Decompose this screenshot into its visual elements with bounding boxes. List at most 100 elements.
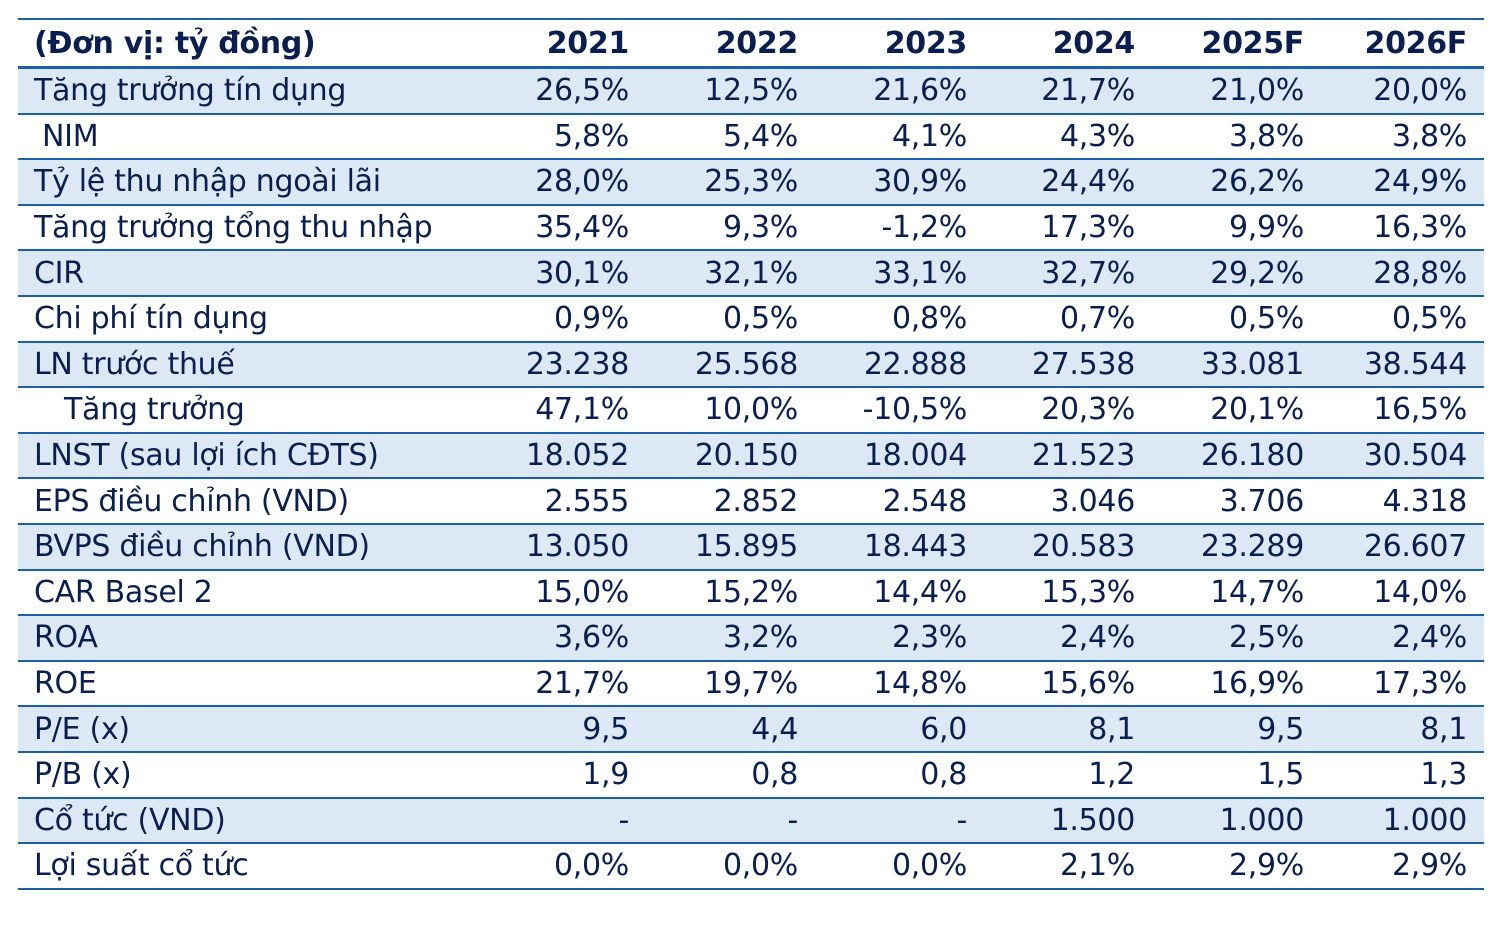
row-value: 29,2% (1210, 255, 1304, 291)
table-row: ROA 3,6% 3,2% 2,3% 2,4% 2,5% 2,4% (18, 616, 1484, 662)
table-row: LN trước thuế 23.238 25.568 22.888 27.538 33.… (18, 342, 1484, 389)
row-label: Chi phí tín dụng (34, 301, 268, 337)
row-value: 38.544 (1363, 346, 1467, 382)
row-value: 3,8% (1391, 118, 1467, 154)
row-value: 3.706 (1219, 483, 1305, 519)
row-label: LNST (sau lợi ích CĐTS) (34, 438, 379, 474)
row-value: 0,5% (722, 301, 798, 337)
row-value: 4,3% (1059, 118, 1135, 154)
row-value: 0,5% (1228, 301, 1304, 337)
row-value: 3,6% (553, 620, 629, 656)
row-value: 0,0% (722, 848, 798, 884)
row-value: - (787, 802, 798, 838)
row-value: 22.888 (863, 346, 967, 382)
row-value: 20.583 (1031, 529, 1135, 565)
row-value: 1,9 (582, 757, 629, 793)
row-label: BVPS điều chỉnh (VND) (34, 529, 370, 565)
row-value: 18.004 (863, 438, 967, 474)
row-value: 1.000 (1219, 802, 1305, 838)
row-value: 33,1% (873, 255, 967, 291)
row-value: 1.500 (1050, 802, 1136, 838)
row-value: 4,1% (891, 118, 967, 154)
row-label: Tăng trưởng tổng thu nhập (34, 210, 433, 246)
table-row: LNST (sau lợi ích CĐTS) 18.052 20.150 18.00… (18, 433, 1484, 480)
row-value: 26,2% (1210, 164, 1304, 200)
row-label: P/B (x) (34, 757, 132, 793)
row-value: 8,1 (1420, 711, 1467, 747)
row-value: 23.289 (1200, 529, 1304, 565)
row-value: 28,0% (535, 164, 629, 200)
row-value: -1,2% (881, 210, 967, 246)
financial-forecast-table: (Đơn vị: tỷ đồng) 2021 2022 2023 2024 20… (18, 18, 1484, 890)
row-value: 0,5% (1391, 301, 1467, 337)
table-row: EPS điều chỉnh (VND) 2.555 2.852 2.548 3.046… (18, 479, 1484, 525)
table-row: Tăng trưởng 47,1% 10,0% -10,5% 20,3% 20,1% 16,… (18, 388, 1484, 434)
row-label: CIR (34, 255, 84, 291)
row-value: 2,5% (1228, 620, 1304, 656)
row-value: 0,7% (1059, 301, 1135, 337)
row-value: - (956, 802, 967, 838)
row-label: CAR Basel 2 (34, 574, 213, 610)
table-header-row: (Đơn vị: tỷ đồng) 2021 2022 2023 2024 20… (18, 20, 1484, 69)
row-value: 1,3 (1420, 757, 1467, 793)
row-label: ROE (34, 666, 97, 702)
row-value: 13.050 (525, 529, 629, 565)
row-value: 2.548 (882, 483, 968, 519)
row-value: 4.318 (1382, 483, 1468, 519)
row-label: Cổ tức (VND) (34, 802, 226, 838)
row-value: 18.052 (525, 438, 629, 474)
row-value: 2,3% (891, 620, 967, 656)
row-value: 0,8 (920, 757, 967, 793)
row-value: 20,0% (1373, 73, 1467, 109)
row-value: 26,5% (535, 73, 629, 109)
row-value: 8,1 (1088, 711, 1135, 747)
row-value: 30.504 (1363, 438, 1467, 474)
table-row: Chi phí tín dụng 0,9% 0,5% 0,8% 0,7% 0,5% 0,5% (18, 297, 1484, 343)
table-row: NIM 5,8% 5,4% 4,1% 4,3% 3,8% 3,8% (18, 115, 1484, 161)
row-value: 2,9% (1391, 848, 1467, 884)
row-value: -10,5% (862, 392, 968, 428)
row-value: 23.238 (525, 346, 629, 382)
row-value: 2,9% (1228, 848, 1304, 884)
row-value: 14,0% (1373, 574, 1467, 610)
row-value: 9,5 (1257, 711, 1304, 747)
row-value: 32,1% (704, 255, 798, 291)
table-row: Cổ tức (VND) - - - 1.500 1.000 1.000 (18, 798, 1484, 845)
row-value: 9,9% (1228, 210, 1304, 246)
row-label: LN trước thuế (34, 346, 235, 382)
row-value: 2,4% (1391, 620, 1467, 656)
row-label: NIM (42, 118, 99, 154)
row-value: 14,8% (873, 666, 967, 702)
row-label: EPS điều chỉnh (VND) (34, 483, 349, 519)
table-row: Tỷ lệ thu nhập ngoài lãi 28,0% 25,3% 30,9% 2… (18, 160, 1484, 206)
table-row: Tăng trưởng tín dụng 26,5% 12,5% 21,6% 21,7%… (18, 69, 1484, 115)
row-value: 1.000 (1382, 802, 1468, 838)
row-value: 21,0% (1210, 73, 1304, 109)
row-value: 3.046 (1050, 483, 1136, 519)
row-value: 12,5% (704, 73, 798, 109)
row-value: 10,0% (704, 392, 798, 428)
row-value: 21,7% (535, 666, 629, 702)
row-value: 20.150 (694, 438, 798, 474)
row-value: 16,9% (1210, 666, 1304, 702)
row-value: 2.852 (713, 483, 799, 519)
row-value: 28,8% (1373, 255, 1467, 291)
row-value: 21,6% (873, 73, 967, 109)
row-value: 21,7% (1041, 73, 1135, 109)
year-header-2026f: 2026F (1364, 25, 1468, 61)
row-value: 20,3% (1041, 392, 1135, 428)
row-value: 25,3% (704, 164, 798, 200)
row-value: 19,7% (704, 666, 798, 702)
row-value: 1,2 (1088, 757, 1135, 793)
row-value: 3,2% (722, 620, 798, 656)
year-header-2021: 2021 (546, 25, 630, 61)
row-value: 47,1% (535, 392, 629, 428)
row-label: P/E (x) (34, 711, 130, 747)
row-value: 0,0% (891, 848, 967, 884)
row-value: 2,4% (1059, 620, 1135, 656)
row-value: 0,9% (553, 301, 629, 337)
row-value: 15,2% (704, 574, 798, 610)
row-value: 9,5 (582, 711, 629, 747)
year-header-2024: 2024 (1052, 25, 1136, 61)
row-label: Tăng trưởng tín dụng (34, 73, 347, 109)
